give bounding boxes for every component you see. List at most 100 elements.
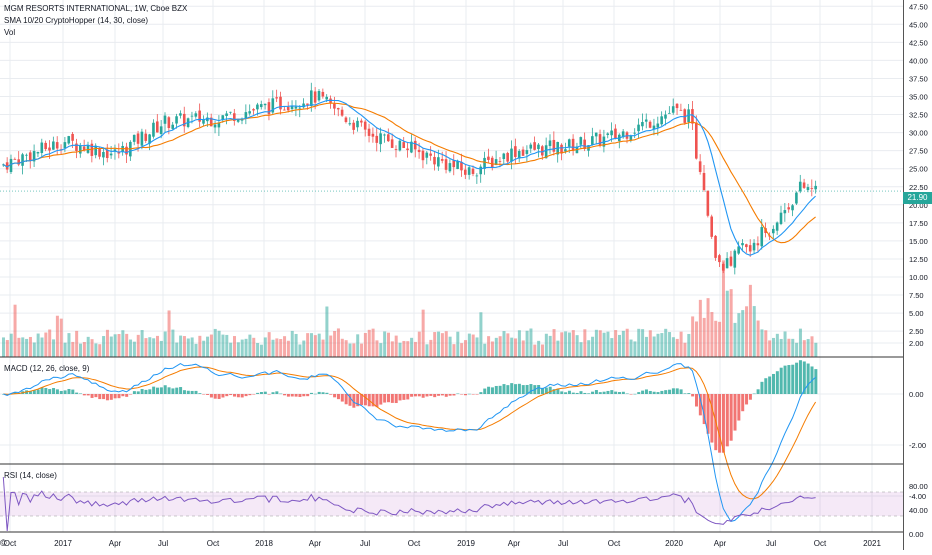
macd-histogram-bar (621, 391, 625, 394)
candle-body (182, 113, 186, 127)
candle-body (202, 119, 205, 124)
y-tick-label: 2.50 (909, 327, 924, 336)
volume-bar (387, 332, 390, 357)
candle-body (152, 122, 155, 137)
candle-body (306, 103, 309, 105)
macd-histogram-bar (86, 394, 90, 396)
candle-body (356, 120, 359, 128)
volume-bar (571, 330, 575, 357)
macd-histogram-bar (283, 394, 287, 396)
macd-histogram-bar (610, 390, 614, 394)
macd-histogram-bar (479, 392, 483, 394)
candle-body (567, 139, 571, 147)
volume-bar (587, 340, 591, 357)
candle-body (752, 242, 756, 251)
volume-bar (564, 331, 568, 357)
candle-body (560, 144, 563, 154)
macd-histogram-bar (471, 394, 475, 395)
y-tick-label: 25.00 (909, 165, 928, 174)
candle-body (259, 104, 263, 108)
candle-body (779, 212, 783, 224)
candle-body (132, 134, 136, 142)
macd-histogram-bar (698, 394, 702, 416)
macd-histogram-bar (329, 394, 333, 395)
x-tick-label: Jul (558, 539, 568, 548)
candle-body (425, 152, 429, 158)
volume-bar (610, 338, 614, 357)
macd-histogram-bar (398, 394, 402, 401)
macd-histogram-bar (198, 393, 202, 394)
volume-bar (236, 342, 240, 357)
volume-bar (375, 340, 379, 357)
volume-bar (263, 337, 267, 357)
volume-bar (75, 330, 79, 357)
volume-bar (148, 337, 152, 357)
macd-histogram-bar (67, 388, 71, 394)
macd-tick-label: 0.00 (909, 390, 924, 399)
candle-body (702, 172, 706, 191)
volume-bar (213, 328, 217, 357)
candle-body (806, 187, 810, 191)
macd-histogram-bar (140, 388, 144, 394)
macd-histogram-bar (602, 391, 606, 394)
volume-bar (641, 329, 645, 357)
macd-histogram-bar (660, 390, 664, 394)
rsi-tick-label: 0.00 (909, 530, 924, 539)
volume-bar (783, 331, 787, 357)
candle-body (729, 256, 733, 266)
volume-bar (229, 342, 233, 357)
x-tick-label: Jul (360, 539, 370, 548)
candle-body (9, 158, 13, 173)
volume-bar (806, 339, 810, 357)
volume-bar (121, 330, 125, 357)
candle-body (371, 133, 375, 137)
y-tick-label: 35.00 (909, 93, 928, 102)
candle-body (791, 205, 794, 211)
volume-bar (598, 330, 602, 357)
candle-body (691, 109, 694, 124)
candle-body (310, 90, 313, 106)
candle-body (490, 157, 494, 168)
macd-histogram-bar (483, 388, 487, 394)
macd-histogram-bar (248, 394, 252, 396)
candle-body (352, 122, 355, 130)
macd-histogram-bar (263, 391, 267, 394)
candle-body (383, 134, 386, 136)
candle-body (28, 152, 32, 161)
macd-histogram-bar (55, 389, 59, 394)
macd-histogram-bar (683, 393, 687, 394)
volume-bar (190, 337, 194, 357)
rsi-line (2, 476, 816, 532)
macd-histogram-bar (452, 394, 456, 396)
volume-bar (28, 336, 32, 357)
macd-histogram-bar (40, 387, 44, 394)
volume-bar (398, 342, 402, 357)
macd-histogram-bar (721, 394, 725, 453)
volume-bar (132, 341, 136, 357)
macd-histogram-bar (814, 369, 818, 394)
y-tick-label: 5.00 (909, 309, 924, 318)
volume-bar (706, 298, 710, 357)
candle-body (606, 133, 610, 135)
volume-bar (464, 340, 467, 357)
macd-histogram-bar (360, 394, 364, 406)
candle-body (79, 145, 82, 154)
volume-bar (348, 343, 352, 357)
candle-body (317, 91, 321, 101)
candle-body (494, 159, 498, 166)
macd-histogram-bar (125, 394, 129, 397)
macd-histogram-bar (121, 394, 125, 397)
candle-body (548, 140, 552, 147)
volume-bar (167, 310, 171, 357)
candle-body (394, 149, 398, 150)
volume-bar (105, 329, 109, 357)
macd-histogram-bar (371, 394, 375, 407)
y-tick-label: 17.50 (909, 219, 928, 228)
volume-bar (760, 329, 764, 357)
macd-histogram-bar (729, 394, 733, 441)
volume-bar (733, 322, 737, 357)
macd-histogram-bar (571, 392, 575, 394)
candle-body (344, 117, 348, 122)
